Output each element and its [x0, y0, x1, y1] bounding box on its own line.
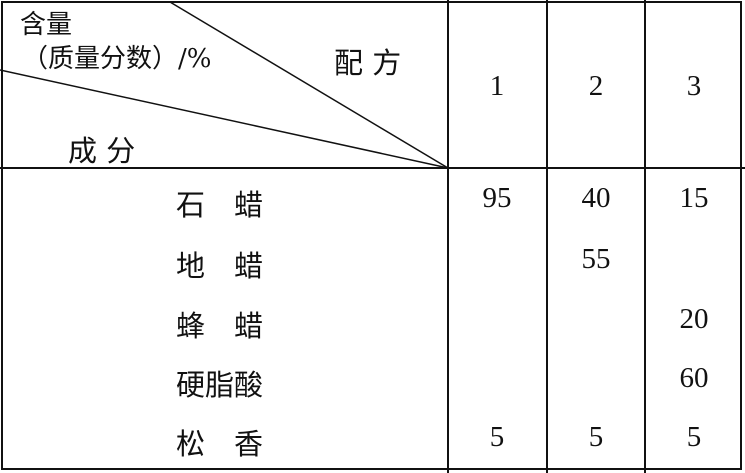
corner-label-component: 成 分 [68, 134, 136, 168]
corner-label-content: 含量 [20, 10, 73, 40]
row-value-cell: 5 [686, 421, 702, 453]
row-value-cell: 95 [482, 182, 512, 214]
row-value-cell: 15 [679, 182, 709, 214]
column-divider [644, 0, 646, 473]
column-header: 3 [686, 70, 702, 102]
column-header: 2 [588, 70, 604, 102]
corner-label-formula: 配 方 [334, 46, 402, 80]
row-value-cell: 5 [489, 421, 505, 453]
column-divider [447, 0, 449, 473]
column-header: 1 [489, 70, 505, 102]
header-divider [0, 167, 745, 169]
row-value-cell: 60 [679, 362, 709, 394]
column-divider [546, 0, 548, 473]
row-component-name: 蜂 蜡 [176, 309, 264, 343]
row-component-name: 石 蜡 [176, 188, 264, 222]
row-value-cell: 5 [588, 421, 604, 453]
row-value-cell: 55 [581, 243, 611, 275]
row-value-cell: 40 [581, 182, 611, 214]
row-component-name: 硬脂酸 [176, 368, 264, 402]
corner-label-unit: （质量分数）/% [22, 44, 212, 74]
row-component-name: 松 香 [176, 427, 264, 461]
row-component-name: 地 蜡 [176, 249, 264, 283]
row-value-cell: 20 [679, 303, 709, 335]
